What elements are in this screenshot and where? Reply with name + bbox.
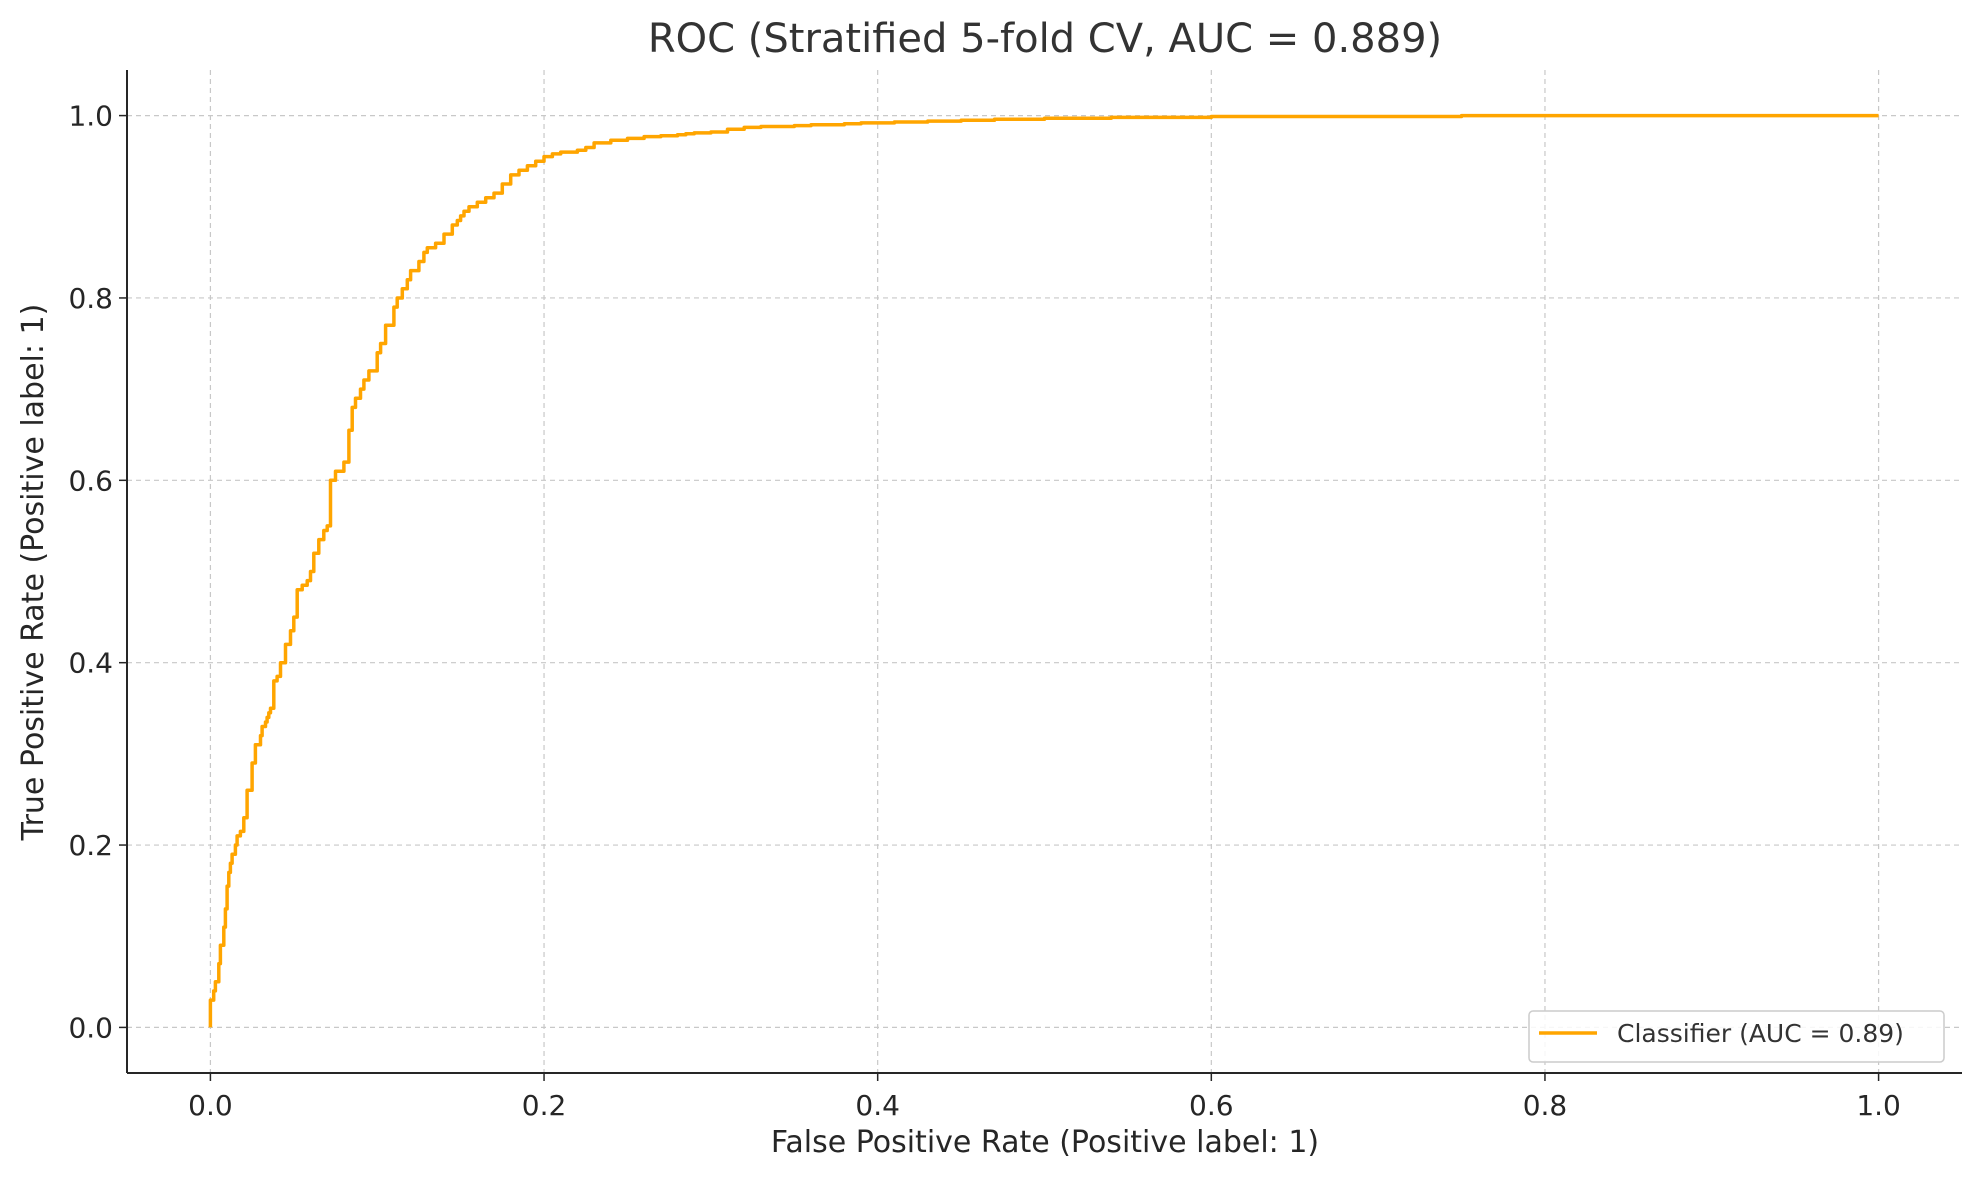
roc-curve-layer	[208, 113, 1879, 1028]
y-tick-label: 0.6	[68, 464, 113, 497]
y-axis-label: True Positive Rate (Positive label: 1)	[16, 304, 51, 842]
y-tick-label: 0.4	[68, 647, 113, 680]
x-tick-label: 0.4	[855, 1089, 900, 1122]
y-tick-label: 0.0	[68, 1011, 113, 1044]
y-tick-label: 0.2	[68, 829, 113, 862]
legend-box	[1528, 1010, 1945, 1063]
y-tick-label: 1.0	[68, 100, 113, 133]
x-tick-label: 0.6	[1189, 1089, 1234, 1122]
chart-title: ROC (Stratified 5-fold CV, AUC = 0.889)	[648, 16, 1442, 62]
roc-curve-line	[208, 113, 1879, 1028]
legend-label: Classifier (AUC = 0.89)	[1617, 1019, 1904, 1048]
y-tick-label: 0.8	[68, 282, 113, 315]
x-tick-label: 0.0	[188, 1089, 233, 1122]
x-axis-label: False Positive Rate (Positive label: 1)	[771, 1125, 1319, 1160]
x-tick-label: 0.8	[1523, 1089, 1568, 1122]
legend: Classifier (AUC = 0.89)	[1528, 1010, 1945, 1063]
tick-labels: 0.0 0.2 0.4 0.6 0.8 1.0 0.0 0.2 0.4 0.6 0.8 1.0	[68, 100, 1900, 1122]
axes	[119, 70, 1962, 1081]
x-tick-label: 1.0	[1856, 1089, 1901, 1122]
x-tick-label: 0.2	[522, 1089, 567, 1122]
